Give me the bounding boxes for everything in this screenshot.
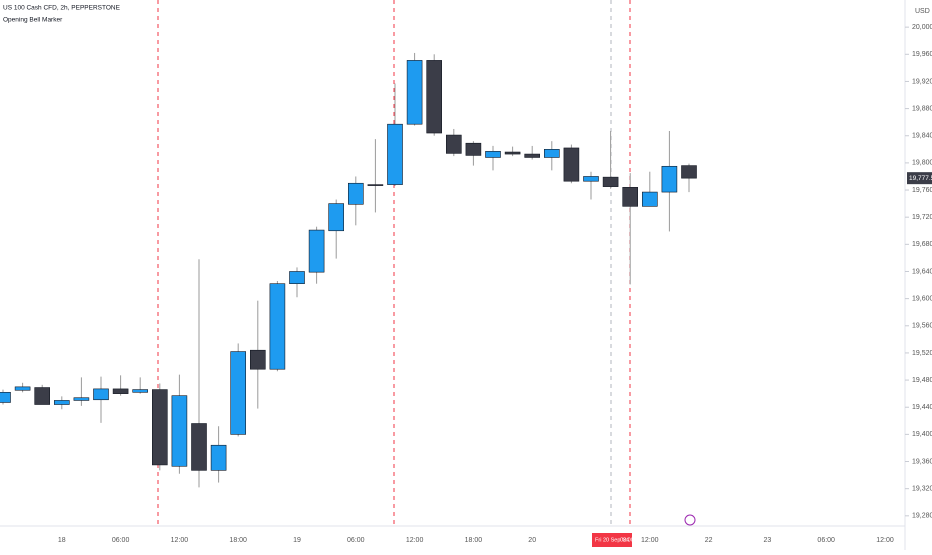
y-tick-label: 19,920.0 (912, 78, 932, 85)
candle-body (171, 395, 188, 467)
candle-body (152, 389, 168, 466)
candle-body (426, 60, 443, 134)
x-tick-label: 18 (58, 537, 66, 544)
candle-body (563, 147, 580, 182)
candle-body (504, 151, 521, 155)
currency: USD (915, 8, 930, 15)
candle-body (681, 165, 697, 179)
candle-body (132, 389, 148, 393)
y-tick-label: 19,560.0 (912, 323, 932, 330)
candle-body (308, 229, 325, 273)
y-tick-label: 19,400.0 (912, 431, 932, 438)
candle-body (14, 386, 31, 391)
event-icon[interactable] (684, 514, 696, 526)
y-tick-label: 19,600.0 (912, 295, 932, 302)
y-tick-label: 19,440.0 (912, 404, 932, 411)
x-tick-label: 06:00 (112, 537, 130, 544)
crosshair-label-bg (592, 533, 632, 547)
candle-body (583, 176, 599, 182)
last-price-label: 19,777.5 (909, 175, 932, 182)
candle-body (53, 400, 70, 405)
x-tick-label: 12:00 (171, 537, 189, 544)
y-tick-label: 19,680.0 (912, 241, 932, 248)
y-tick-label: 19,360.0 (912, 458, 932, 465)
candle-body (347, 182, 364, 205)
candle-body (210, 444, 227, 471)
y-tick-label: 19,720.0 (912, 214, 932, 221)
candle-body (524, 153, 541, 158)
chart-title: US 100 Cash CFD, 2h, PEPPERSTONE (3, 5, 121, 12)
candle-body (269, 283, 286, 370)
x-tick-label: 12:00 (406, 537, 424, 544)
candle-body (602, 176, 619, 187)
candle-body (230, 351, 246, 435)
y-tick-label: 19,960.0 (912, 51, 932, 58)
crosshair-date: Fri 20 Sep '24 (595, 537, 629, 543)
y-tick-label: 19,480.0 (912, 377, 932, 384)
y-tick-label: 19,640.0 (912, 268, 932, 275)
x-tick-label: 06:00 (347, 537, 365, 544)
candle-body (289, 271, 305, 285)
candle-body (93, 388, 109, 401)
candle-body (367, 184, 384, 186)
candle-body (543, 149, 560, 158)
candle-body (387, 123, 403, 185)
y-tick-label: 19,280.0 (912, 513, 932, 520)
x-tick-label: 18:00 (229, 537, 247, 544)
candle-body (465, 142, 482, 156)
x-tick-label: 12:00 (876, 537, 894, 544)
x-tick-label: 23 (764, 537, 772, 544)
crosshair-time: 08:00 (620, 537, 634, 543)
candle-body (445, 134, 462, 154)
x-tick-label: 12:00 (641, 537, 659, 544)
candle-body (112, 388, 129, 394)
candle-body (406, 60, 423, 125)
candle-body (641, 191, 658, 207)
last-price-bg (907, 172, 932, 185)
candles (0, 52, 697, 488)
y-tick-label: 19,760.0 (912, 187, 932, 194)
candle-body (622, 187, 639, 207)
y-tick-label: 19,320.0 (912, 486, 932, 493)
candle-body (0, 391, 11, 403)
indicator-name: Opening Bell Marker (3, 17, 63, 24)
candle-body (328, 203, 345, 232)
x-tick-label: 20 (528, 537, 536, 544)
candle-body (485, 151, 501, 158)
y-tick-label: 20,000.0 (912, 24, 932, 31)
candle-body (191, 423, 207, 471)
x-tick-label: 22 (705, 537, 713, 544)
y-tick-label: 19,520.0 (912, 350, 932, 357)
candle-body (73, 397, 90, 401)
x-tick-label: 06:00 (817, 537, 835, 544)
y-tick-label: 19,880.0 (912, 105, 932, 112)
candle-body (250, 349, 266, 370)
candle-body (34, 387, 51, 405)
y-tick-label: 19,800.0 (912, 160, 932, 167)
x-tick-label: 19 (293, 537, 301, 544)
x-tick-label: 18:00 (465, 537, 483, 544)
y-tick-label: 19,840.0 (912, 133, 932, 140)
candle-body (661, 165, 678, 193)
